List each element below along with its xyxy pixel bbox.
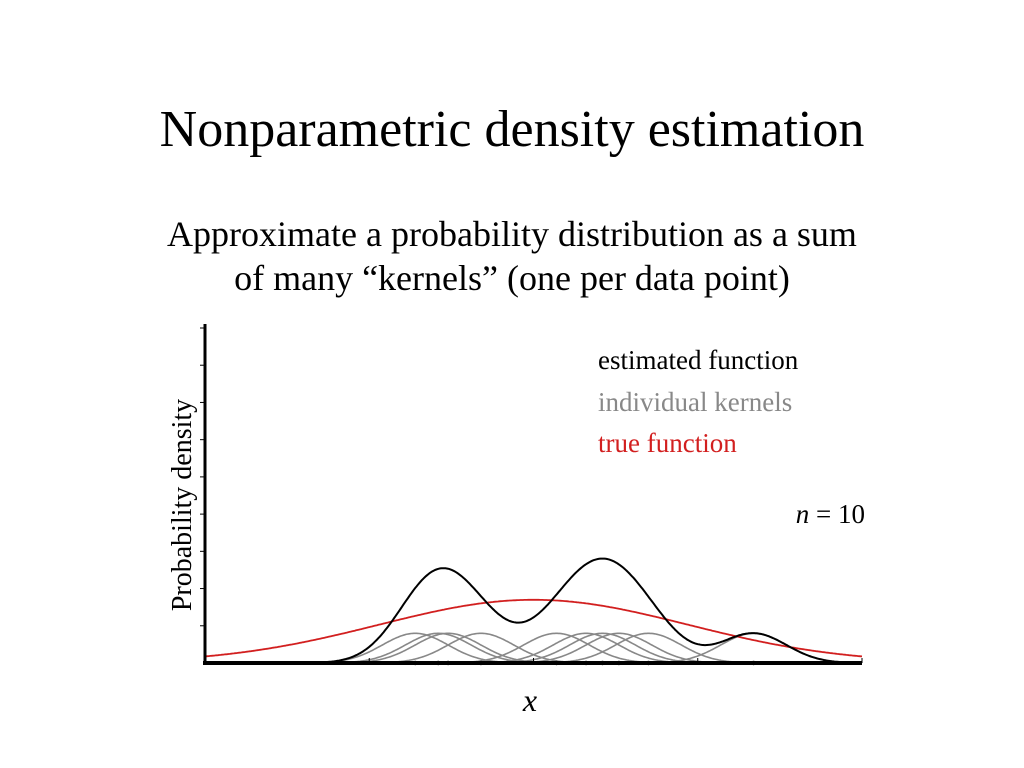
data-point-marker bbox=[554, 660, 559, 666]
data-point-marker bbox=[646, 660, 651, 666]
data-point-marker bbox=[583, 660, 589, 666]
estimated-function-curve bbox=[205, 557, 862, 664]
subtitle-line-2: of many “kernels” (one per data point) bbox=[234, 258, 790, 298]
data-point-marker bbox=[436, 660, 441, 666]
data-point-marker bbox=[413, 660, 418, 666]
data-point-marker bbox=[600, 660, 605, 666]
x-axis-label: x bbox=[522, 682, 537, 718]
y-ticks bbox=[200, 327, 205, 627]
subtitle-line-1: Approximate a probability distribution a… bbox=[167, 214, 857, 254]
y-axis-label: Probability density bbox=[167, 399, 198, 611]
chart-axes bbox=[200, 324, 863, 665]
legend-individual-kernels: individual kernels bbox=[598, 387, 792, 417]
data-point-marker bbox=[616, 660, 622, 666]
true-function-curve bbox=[204, 598, 863, 658]
x-ticks bbox=[204, 658, 863, 663]
data-point-marker bbox=[478, 660, 484, 666]
legend-true-function: true function bbox=[598, 428, 737, 458]
data-points bbox=[413, 660, 756, 666]
sample-size-annotation: n = 10 bbox=[796, 499, 865, 529]
slide-subtitle: Approximate a probability distribution a… bbox=[0, 212, 1024, 300]
n-variable: n bbox=[796, 499, 810, 529]
slide-title: Nonparametric density estimation bbox=[159, 101, 865, 158]
n-equals: = bbox=[809, 499, 838, 529]
n-value: 10 bbox=[838, 499, 865, 529]
data-point-marker bbox=[751, 660, 756, 666]
legend-estimated-function: estimated function bbox=[598, 345, 799, 375]
data-point-marker bbox=[445, 660, 451, 666]
chart-curves bbox=[204, 557, 863, 664]
